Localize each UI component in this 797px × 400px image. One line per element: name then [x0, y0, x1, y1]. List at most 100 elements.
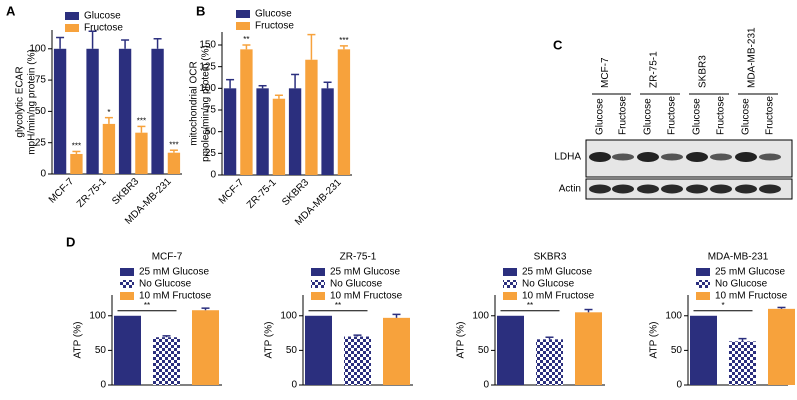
chart-title: MCF-7	[152, 252, 183, 263]
y-tick-label: 50	[205, 126, 217, 137]
y-tick-label: 150	[199, 40, 216, 51]
y-axis-label: ATP (%)	[456, 322, 467, 359]
ldha-band	[686, 152, 708, 162]
legend-label: Glucose	[255, 9, 292, 20]
legend-swatch	[503, 268, 517, 276]
y-tick-label: 25	[35, 137, 47, 148]
x-tick-label: ZR-75-1	[245, 177, 279, 211]
actin-band	[637, 184, 659, 194]
legend-swatch	[503, 292, 517, 300]
x-tick-label: ZR-75-1	[75, 176, 109, 210]
significance-label: ***	[137, 117, 146, 126]
error-bar	[258, 84, 267, 89]
legend-swatch	[65, 12, 79, 20]
legend-label: 10 mM Fructose	[522, 291, 595, 302]
significance-label: **	[335, 301, 341, 310]
ldha-band	[735, 152, 757, 162]
y-tick-label: 100	[472, 310, 489, 321]
ldha-band	[612, 153, 634, 161]
bar	[53, 48, 67, 174]
legend-label: No Glucose	[715, 279, 768, 290]
significance-label: **	[243, 35, 249, 44]
actin-band	[661, 184, 683, 194]
bar	[135, 132, 148, 174]
legend-label: No Glucose	[330, 279, 383, 290]
actin-band	[589, 184, 611, 194]
error-bar	[242, 44, 251, 50]
legend-swatch	[236, 22, 250, 30]
legend-swatch	[311, 268, 325, 276]
bar	[114, 315, 141, 385]
actin-band	[686, 184, 708, 194]
y-tick-label: 50	[95, 345, 107, 356]
y-tick-label: 100	[199, 83, 216, 94]
bar	[240, 49, 253, 176]
lane-label: Glucose	[741, 98, 752, 135]
lane-label: Fructose	[716, 96, 727, 135]
lane-label: Glucose	[643, 98, 654, 135]
bar	[118, 48, 132, 174]
legend-label: Fructose	[84, 23, 123, 34]
cell-line-label: ZR-75-1	[649, 51, 660, 88]
x-tick-label: SKBR3	[280, 177, 311, 208]
error-bar	[56, 36, 65, 49]
error-bar	[137, 125, 146, 133]
y-tick-label: 50	[478, 345, 490, 356]
bar	[192, 310, 219, 385]
bar	[497, 315, 524, 385]
bar	[70, 153, 83, 174]
legend-label: 25 mM Glucose	[522, 267, 592, 278]
y-tick-label: 50	[35, 106, 47, 117]
error-bar	[153, 38, 162, 49]
y-tick-label: 100	[29, 43, 46, 54]
error-bar	[274, 94, 283, 99]
error-bar	[162, 335, 171, 338]
y-axis-label: glycolytic ECAR	[15, 66, 26, 137]
y-tick-label: 100	[665, 310, 682, 321]
bar	[321, 88, 334, 175]
chart-title: ZR-75-1	[340, 252, 377, 263]
legend-swatch	[311, 280, 325, 288]
ldha-band	[759, 153, 781, 161]
y-tick-label: 0	[676, 380, 682, 391]
error-bar	[738, 337, 747, 342]
y-axis-label: mitochondrial OCR	[189, 61, 200, 145]
y-tick-label: 0	[100, 380, 106, 391]
legend-label: 10 mM Fructose	[139, 291, 212, 302]
bar	[305, 315, 332, 385]
chart-title: MDA-MB-231	[708, 252, 769, 263]
y-tick-label: 0	[483, 380, 489, 391]
legend-swatch	[120, 268, 134, 276]
error-bar	[169, 149, 178, 153]
x-tick-label: MCF-7	[47, 176, 77, 206]
legend-label: 25 mM Glucose	[330, 267, 400, 278]
legend-label: Glucose	[84, 11, 121, 22]
error-bar	[104, 116, 113, 124]
ldha-band	[637, 152, 659, 162]
lane-label: Fructose	[667, 96, 678, 135]
y-axis-label: mpH/min/ng protein (%)	[27, 49, 38, 155]
panel-letter: C	[553, 37, 563, 52]
y-axis-label: ATP (%)	[649, 322, 660, 359]
error-bar	[353, 334, 362, 337]
bar	[272, 98, 286, 175]
legend-label: 10 mM Fructose	[330, 291, 403, 302]
lane-label: Fructose	[765, 96, 776, 135]
significance-label: **	[144, 301, 150, 310]
lane-label: Glucose	[595, 98, 606, 135]
legend-swatch	[696, 280, 710, 288]
significance-label: ***	[339, 36, 348, 45]
bar	[151, 48, 164, 174]
chart-title: SKBR3	[534, 252, 567, 263]
bar	[575, 312, 602, 385]
error-bar	[584, 308, 593, 313]
cell-line-label: MDA-MB-231	[747, 27, 758, 88]
legend-label: 25 mM Glucose	[139, 267, 209, 278]
error-bar	[545, 336, 554, 340]
y-tick-label: 25	[205, 148, 217, 159]
legend-swatch	[311, 292, 325, 300]
y-axis-label: ATP (%)	[264, 322, 275, 359]
error-bar	[88, 30, 97, 49]
y-tick-label: 50	[286, 345, 298, 356]
panel-letter: D	[66, 234, 75, 249]
